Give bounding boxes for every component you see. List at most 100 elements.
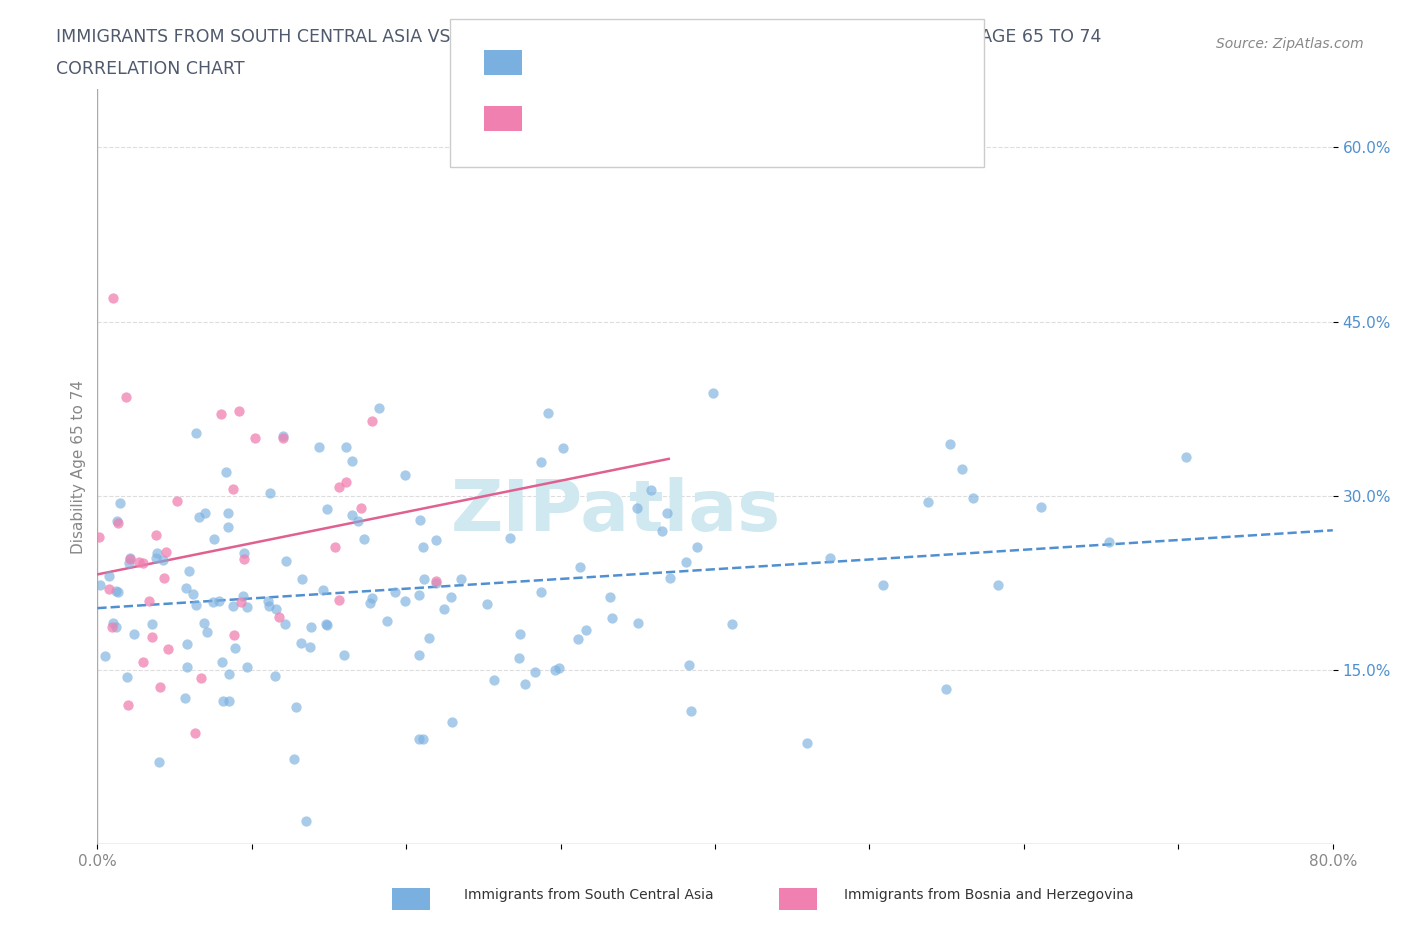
Text: IMMIGRANTS FROM SOUTH CENTRAL ASIA VS IMMIGRANTS FROM BOSNIA AND HERZEGOVINA DIS: IMMIGRANTS FROM SOUTH CENTRAL ASIA VS IM… — [56, 28, 1102, 46]
Point — [408, 732, 430, 747]
Point — [194, 506, 217, 521]
Point — [228, 404, 250, 418]
Text: ●: ● — [498, 112, 509, 125]
Point — [433, 602, 456, 617]
Point — [98, 568, 121, 583]
Point — [105, 584, 128, 599]
Point — [312, 583, 335, 598]
Point — [323, 539, 346, 554]
Point — [186, 598, 208, 613]
Point — [184, 725, 207, 740]
Point — [328, 480, 350, 495]
Point — [141, 630, 163, 644]
Point — [179, 564, 201, 578]
Point — [145, 545, 167, 560]
Point — [347, 513, 370, 528]
Point — [157, 641, 180, 656]
Point — [408, 588, 430, 603]
Point — [394, 594, 416, 609]
Point — [1029, 499, 1052, 514]
Point — [273, 617, 295, 631]
Point — [152, 570, 174, 585]
Point — [523, 665, 546, 680]
Point — [425, 574, 447, 589]
Point — [567, 631, 589, 646]
Point — [299, 640, 322, 655]
Point — [530, 585, 553, 600]
Point — [256, 593, 278, 608]
Text: ●: ● — [498, 56, 509, 69]
Point — [235, 659, 257, 674]
Point — [425, 576, 447, 591]
Text: R =: R = — [548, 111, 582, 126]
Point — [110, 495, 132, 510]
Point — [218, 693, 240, 708]
Point — [509, 627, 531, 642]
Point — [222, 599, 245, 614]
Point — [176, 659, 198, 674]
Point — [257, 598, 280, 613]
Point — [482, 672, 505, 687]
Point — [575, 623, 598, 638]
Point — [939, 437, 962, 452]
Point — [195, 625, 218, 640]
Text: ZIPatlas: ZIPatlas — [451, 477, 782, 546]
Point — [107, 516, 129, 531]
Point — [155, 544, 177, 559]
Point — [450, 572, 472, 587]
Point — [328, 592, 350, 607]
Point — [101, 620, 124, 635]
Point — [259, 485, 281, 500]
Point — [233, 551, 256, 566]
Point — [141, 617, 163, 631]
Point — [477, 596, 499, 611]
Point — [412, 731, 434, 746]
Point — [118, 551, 141, 566]
Point — [138, 593, 160, 608]
Point — [145, 527, 167, 542]
Point — [408, 647, 430, 662]
Point — [295, 813, 318, 828]
Point — [211, 655, 233, 670]
Point — [1098, 534, 1121, 549]
Point — [236, 600, 259, 615]
Point — [222, 628, 245, 643]
Point — [87, 530, 110, 545]
Point — [149, 680, 172, 695]
Point — [267, 610, 290, 625]
Point — [418, 631, 440, 645]
Point — [145, 551, 167, 565]
Point — [132, 655, 155, 670]
Point — [232, 545, 254, 560]
Point — [190, 671, 212, 685]
Point — [686, 539, 709, 554]
Point — [229, 595, 252, 610]
Point — [499, 531, 522, 546]
Point — [94, 648, 117, 663]
Y-axis label: Disability Age 65 to 74: Disability Age 65 to 74 — [72, 379, 86, 553]
Point — [720, 617, 742, 631]
Point — [530, 455, 553, 470]
Point — [412, 540, 434, 555]
Point — [342, 454, 364, 469]
Point — [208, 593, 231, 608]
Point — [569, 559, 592, 574]
Point — [271, 429, 294, 444]
Point — [360, 414, 382, 429]
Point — [547, 660, 569, 675]
Point — [651, 523, 673, 538]
Point — [350, 500, 373, 515]
Text: 0.110: 0.110 — [598, 55, 641, 70]
Point — [935, 682, 957, 697]
Text: 135: 135 — [699, 55, 728, 70]
Point — [174, 580, 197, 595]
Point — [679, 703, 702, 718]
Point — [115, 670, 138, 684]
Point — [640, 483, 662, 498]
Point — [315, 618, 337, 632]
Point — [657, 506, 679, 521]
Point — [107, 585, 129, 600]
Point — [97, 581, 120, 596]
Point — [243, 431, 266, 445]
Point — [101, 616, 124, 631]
